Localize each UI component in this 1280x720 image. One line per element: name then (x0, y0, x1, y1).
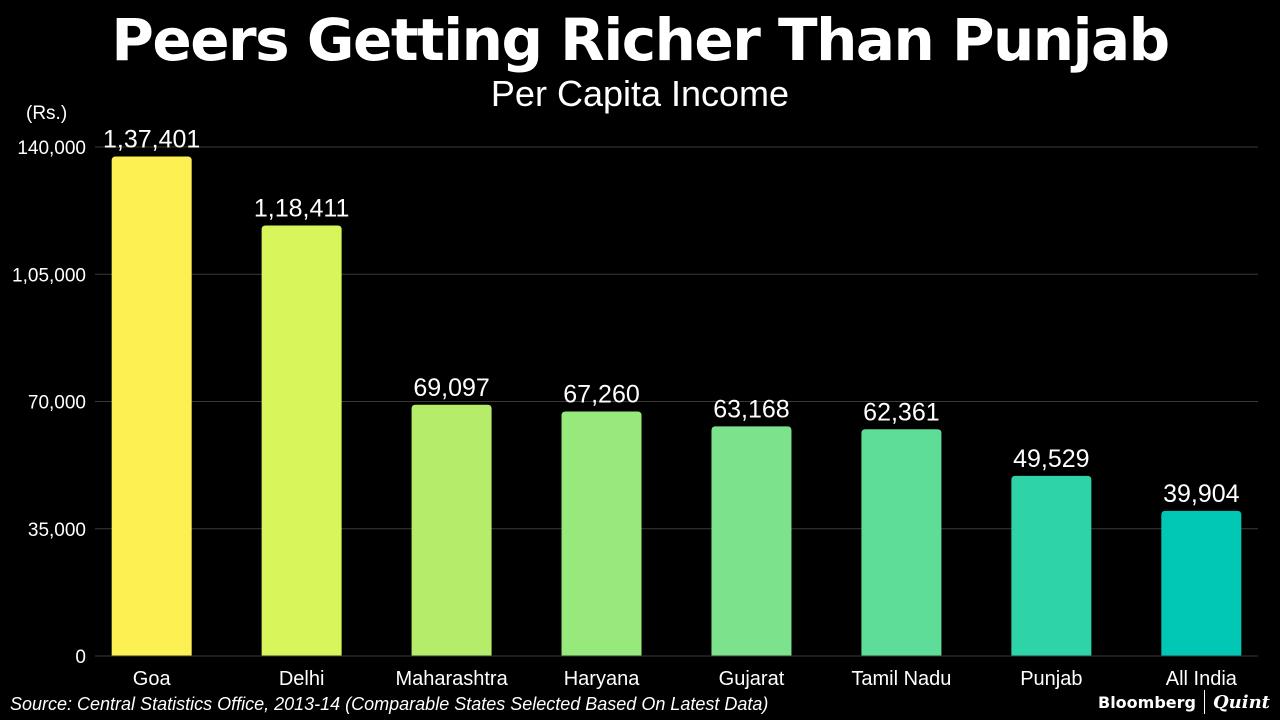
brand-logo: Bloomberg Quint (1098, 690, 1270, 714)
data-label: 62,361 (863, 398, 939, 426)
bar-maharashtra (411, 404, 492, 656)
y-axis-unit-label: (Rs.) (26, 103, 68, 124)
x-tick-label: Gujarat (719, 668, 785, 690)
bar-tamil-nadu (861, 429, 942, 656)
chart-title: Peers Getting Richer Than Punjab (111, 6, 1170, 74)
y-tick-label: 140,000 (17, 138, 86, 159)
y-tick-label: 70,000 (28, 393, 86, 414)
data-label: 67,260 (563, 380, 639, 408)
x-tick-label: Punjab (1020, 668, 1082, 690)
data-label: 1,37,401 (103, 125, 200, 153)
y-tick-label: 35,000 (28, 520, 86, 541)
data-label: 39,904 (1163, 480, 1240, 508)
brand-divider (1203, 690, 1205, 714)
x-tick-label: Tamil Nadu (851, 668, 951, 690)
bar-haryana (561, 411, 642, 656)
y-tick-label: 1,05,000 (12, 265, 86, 286)
bar-punjab (1011, 475, 1092, 656)
data-label: 1,18,411 (254, 194, 349, 222)
x-tick-label: Delhi (279, 668, 325, 690)
brand-primary: Bloomberg (1098, 692, 1196, 712)
data-label: 49,529 (1013, 445, 1089, 473)
y-tick-label: 0 (75, 647, 86, 668)
x-tick-label: All India (1166, 668, 1238, 690)
x-tick-label: Goa (133, 668, 172, 690)
bar-delhi (261, 225, 342, 656)
data-label: 69,097 (413, 374, 489, 402)
data-label: 63,168 (713, 395, 789, 423)
source-note: Source: Central Statistics Office, 2013-… (10, 694, 769, 714)
x-tick-label: Haryana (564, 668, 640, 690)
brand-secondary: Quint (1212, 691, 1270, 713)
x-tick-label: Maharashtra (395, 668, 508, 690)
bar-gujarat (711, 426, 792, 656)
bar-all-india (1161, 510, 1242, 656)
bar-goa (111, 156, 192, 656)
chart-subtitle: Per Capita Income (490, 73, 790, 114)
